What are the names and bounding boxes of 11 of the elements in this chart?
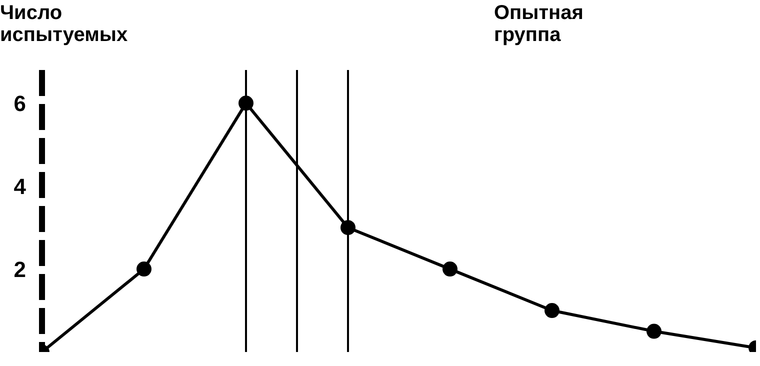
point bbox=[340, 220, 356, 236]
y-axis-title: Число испытуемых bbox=[0, 2, 129, 46]
y-tick-label: 2 bbox=[14, 256, 26, 282]
point bbox=[646, 324, 662, 339]
chart-title: Опытная группа bbox=[494, 2, 584, 46]
y-tick-label: 4 bbox=[14, 174, 27, 199]
point bbox=[544, 303, 560, 318]
point bbox=[238, 96, 254, 111]
point bbox=[442, 262, 458, 277]
point bbox=[136, 262, 152, 277]
y-tick-label: 6 bbox=[14, 90, 26, 116]
